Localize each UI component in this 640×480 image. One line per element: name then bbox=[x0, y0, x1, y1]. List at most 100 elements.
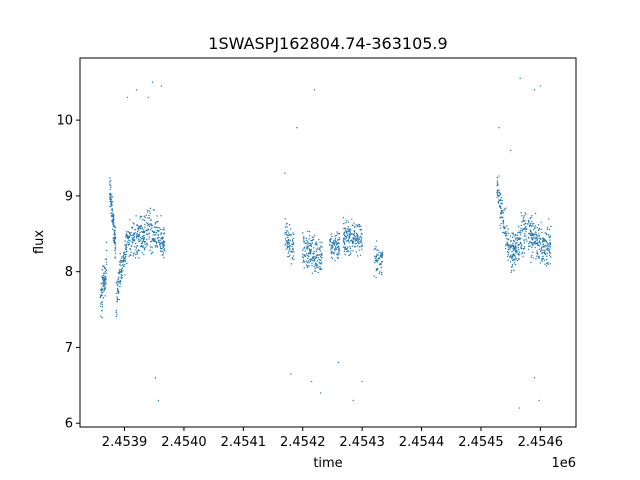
data-point bbox=[105, 263, 108, 265]
data-point bbox=[532, 244, 534, 246]
data-point bbox=[500, 216, 503, 218]
data-point bbox=[499, 227, 502, 229]
data-point bbox=[129, 254, 131, 256]
data-point bbox=[346, 231, 348, 233]
data-point bbox=[345, 240, 347, 242]
data-point bbox=[351, 245, 354, 247]
data-point bbox=[105, 249, 108, 252]
data-point bbox=[519, 77, 521, 80]
data-point bbox=[319, 268, 321, 270]
data-point bbox=[502, 211, 505, 214]
data-point bbox=[132, 238, 134, 240]
data-point bbox=[509, 261, 512, 263]
data-point bbox=[509, 240, 512, 242]
data-point bbox=[520, 224, 523, 227]
data-point bbox=[331, 258, 334, 260]
data-point bbox=[507, 244, 509, 247]
data-point bbox=[336, 246, 339, 249]
data-point bbox=[152, 231, 155, 234]
data-point bbox=[544, 259, 546, 261]
data-point bbox=[511, 232, 513, 234]
data-point bbox=[521, 215, 523, 217]
data-point bbox=[379, 271, 381, 273]
data-point bbox=[102, 284, 105, 287]
data-point bbox=[126, 235, 128, 237]
data-point bbox=[284, 233, 286, 235]
data-point bbox=[533, 241, 536, 244]
x-axis-label: time bbox=[313, 456, 342, 471]
data-point bbox=[504, 231, 507, 233]
data-point bbox=[537, 235, 539, 237]
data-point bbox=[517, 231, 519, 234]
data-point bbox=[354, 239, 356, 241]
data-point bbox=[522, 218, 525, 220]
data-point bbox=[535, 257, 537, 260]
data-point bbox=[349, 229, 351, 231]
data-point bbox=[527, 219, 530, 222]
data-point bbox=[537, 229, 540, 232]
data-point bbox=[113, 219, 115, 221]
data-point bbox=[319, 259, 321, 262]
data-point bbox=[147, 209, 149, 212]
data-point bbox=[162, 252, 165, 254]
data-point bbox=[545, 233, 548, 235]
data-point bbox=[110, 196, 112, 199]
data-point bbox=[287, 236, 289, 239]
data-point bbox=[346, 248, 348, 250]
data-point bbox=[161, 241, 163, 243]
data-point bbox=[142, 237, 144, 239]
data-point bbox=[358, 226, 361, 228]
data-point bbox=[515, 258, 517, 260]
data-point bbox=[360, 235, 362, 237]
data-point bbox=[114, 241, 116, 243]
data-point bbox=[157, 226, 159, 229]
data-point bbox=[518, 407, 521, 409]
data-point bbox=[133, 253, 135, 255]
plot-frame bbox=[79, 57, 577, 428]
data-point bbox=[127, 235, 129, 237]
data-point bbox=[351, 218, 353, 220]
data-point bbox=[523, 220, 525, 223]
data-point bbox=[375, 276, 377, 279]
data-point bbox=[152, 234, 154, 236]
data-point bbox=[356, 225, 359, 227]
data-point bbox=[358, 238, 360, 240]
data-point bbox=[331, 244, 334, 246]
data-point bbox=[109, 188, 111, 191]
data-point bbox=[163, 229, 165, 231]
data-point bbox=[319, 392, 322, 394]
data-point bbox=[319, 241, 321, 243]
data-point bbox=[501, 199, 504, 202]
data-point bbox=[528, 242, 530, 245]
data-point bbox=[163, 227, 165, 229]
x-axis-ticks: 2.4539 2.4540 2.4541 2.4542 2.4543 2.4544 2.45… bbox=[102, 427, 563, 450]
data-point bbox=[347, 230, 349, 233]
data-point bbox=[129, 219, 131, 221]
data-point bbox=[314, 256, 316, 258]
data-point bbox=[509, 149, 512, 152]
data-point bbox=[120, 271, 123, 274]
data-point bbox=[539, 85, 542, 87]
data-point bbox=[114, 256, 116, 258]
data-point bbox=[496, 180, 499, 182]
data-point bbox=[307, 254, 309, 256]
data-point bbox=[532, 238, 534, 240]
data-point bbox=[162, 244, 164, 246]
data-point bbox=[160, 233, 162, 235]
data-point bbox=[501, 202, 504, 205]
data-point bbox=[117, 285, 119, 287]
data-point bbox=[343, 242, 346, 244]
data-point bbox=[502, 231, 504, 234]
data-point bbox=[150, 246, 152, 248]
data-point bbox=[496, 191, 498, 193]
data-point bbox=[511, 256, 513, 259]
data-point bbox=[348, 228, 350, 230]
data-point bbox=[144, 216, 146, 219]
data-point bbox=[536, 255, 538, 257]
data-point bbox=[334, 250, 336, 252]
data-point bbox=[144, 246, 146, 249]
data-point bbox=[355, 235, 357, 237]
data-point bbox=[161, 247, 163, 250]
data-point bbox=[517, 244, 519, 247]
data-point bbox=[291, 258, 293, 260]
